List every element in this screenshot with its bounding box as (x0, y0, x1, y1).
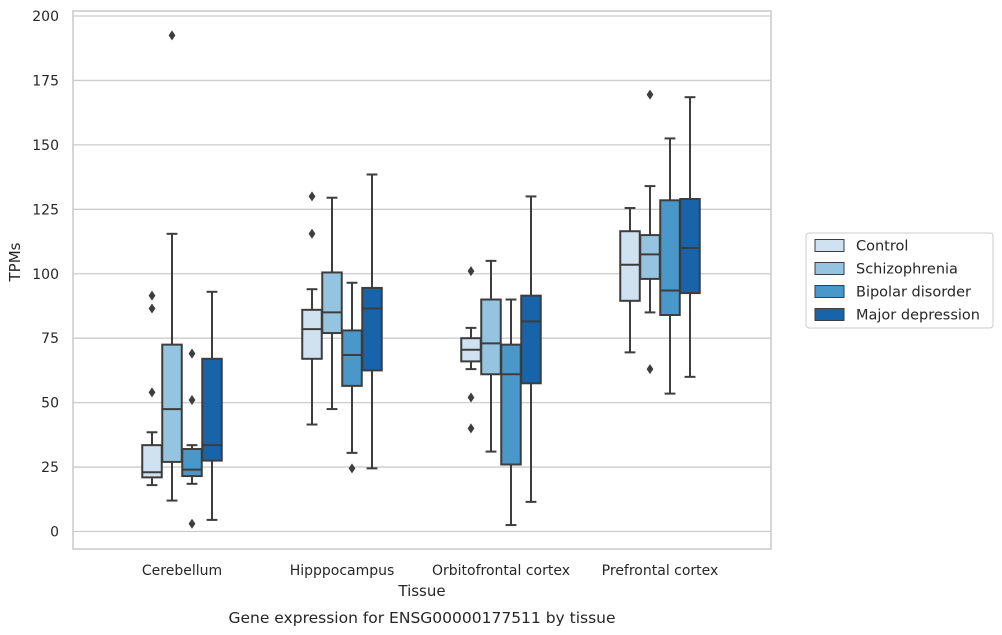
outlier-point (467, 392, 475, 403)
outlier-point (148, 387, 156, 398)
y-tick-label: 0 (50, 525, 59, 541)
box-major-depression (679, 96, 701, 378)
outlier-point (467, 423, 475, 434)
outlier-point (188, 518, 196, 529)
box-iqr (181, 448, 203, 478)
box-iqr (361, 286, 383, 372)
x-tick-label: Prefrontal cortex (602, 563, 719, 579)
x-axis-ticks: Cerebellum Hipppocampus Orbitofrontal cort… (142, 563, 718, 579)
box-bipolar-disorder (500, 298, 522, 527)
y-tick-label: 100 (32, 267, 59, 283)
outlier-point (646, 364, 654, 375)
outlier-point (148, 290, 156, 301)
box-major-depression (520, 195, 542, 503)
y-tick-label: 200 (32, 9, 59, 25)
box-iqr (619, 230, 641, 302)
box-iqr (679, 198, 701, 295)
box-schizophrenia (480, 259, 502, 453)
y-tick-label: 75 (41, 331, 59, 347)
legend-swatch (814, 308, 845, 321)
y-axis-ticks: 0 25 50 75 100 125 150 175 200 (32, 9, 59, 541)
legend-label: Bipolar disorder (856, 285, 971, 301)
legend-label: Schizophrenia (856, 262, 958, 278)
legend: Control Schizophrenia Bipolar disorder Majo… (805, 232, 994, 329)
legend-frame (805, 232, 994, 329)
y-tick-label: 175 (32, 73, 59, 89)
y-axis-title: TPMs (6, 242, 24, 282)
box-schizophrenia (161, 30, 183, 502)
box-iqr (659, 199, 681, 316)
outlier-point (188, 348, 196, 359)
box-groups (141, 30, 701, 529)
gridlines (73, 15, 771, 533)
y-tick-label: 25 (41, 460, 59, 476)
box-major-depression (201, 290, 223, 521)
box-iqr (161, 343, 183, 463)
y-tick-label: 125 (32, 202, 59, 218)
legend-label: Control (856, 239, 908, 255)
box-iqr (321, 271, 343, 335)
y-tick-label: 150 (32, 138, 59, 154)
outlier-point (308, 228, 316, 239)
legend-swatch (814, 262, 845, 275)
box-major-depression (361, 173, 383, 470)
outlier-point (348, 463, 356, 474)
plot-area-frame (72, 10, 772, 550)
box-bipolar-disorder (181, 348, 203, 529)
box-control (141, 290, 163, 487)
legend-swatch (814, 239, 845, 252)
legend-swatch (814, 285, 845, 298)
box-iqr (301, 308, 323, 360)
box-iqr (341, 329, 363, 387)
outlier-point (467, 266, 475, 277)
y-tick-label: 50 (41, 396, 59, 412)
outlier-point (308, 191, 316, 202)
outlier-point (646, 89, 654, 100)
x-tick-label: Hipppocampus (290, 563, 395, 579)
x-axis-title: Tissue (397, 582, 445, 600)
box-schizophrenia (321, 196, 343, 411)
box-control (460, 266, 482, 434)
outlier-point (148, 303, 156, 314)
box-iqr (639, 234, 661, 280)
legend-label: Major depression (856, 308, 980, 324)
box-iqr (201, 357, 223, 462)
chart-caption: Gene expression for ENSG00000177511 by t… (228, 609, 615, 627)
x-tick-label: Orbitofrontal cortex (432, 563, 570, 579)
box-control (619, 207, 641, 354)
outlier-point (168, 30, 176, 41)
x-tick-label: Cerebellum (142, 563, 222, 579)
outlier-point (188, 395, 196, 406)
box-iqr (500, 343, 522, 466)
box-iqr (480, 298, 502, 376)
box-control (301, 191, 323, 426)
box-iqr (520, 294, 542, 385)
